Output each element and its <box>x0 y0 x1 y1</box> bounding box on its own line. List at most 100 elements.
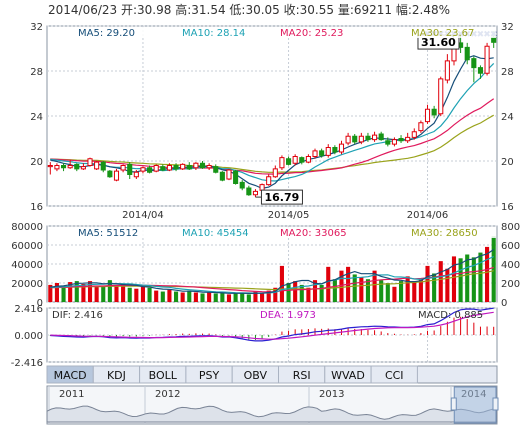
price-legend-ma30: MA30: 23.67 <box>411 28 474 39</box>
navigator-year-label: 2011 <box>59 389 84 400</box>
volume-bar <box>180 292 185 302</box>
candle-body <box>464 46 470 61</box>
volume-bar <box>101 286 106 302</box>
candle-body <box>147 167 153 173</box>
volume-axis-right-tick: 40000 <box>501 260 520 271</box>
navigator-area <box>46 405 498 423</box>
indicator-tab-label: RSI <box>293 369 311 382</box>
price-axis-left-tick: 20 <box>30 157 43 168</box>
volume-axis-left-tick: 40000 <box>11 260 43 271</box>
candle-body <box>312 150 318 157</box>
price-axis-right-tick: 28 <box>501 67 514 78</box>
indicator-tab-rsi[interactable]: RSI <box>278 365 326 384</box>
volume-bar <box>207 292 212 302</box>
volume-bar <box>134 288 139 302</box>
candle-body <box>279 157 285 169</box>
price-legend-ma20: MA20: 25.23 <box>280 28 343 39</box>
candle-body <box>431 108 437 116</box>
volume-bar <box>213 293 218 302</box>
candle-body <box>233 170 239 184</box>
volume-bar <box>193 292 198 302</box>
volume-bar <box>398 281 404 302</box>
price-ma20-line <box>50 98 495 175</box>
candle-body <box>444 60 450 81</box>
volume-bar <box>326 266 331 302</box>
candle-body <box>477 67 484 74</box>
indicator-tab-psy[interactable]: PSY <box>185 365 233 384</box>
navigator-left-handle[interactable] <box>450 397 457 411</box>
volume-bar <box>471 257 476 302</box>
navigator-year-label: 2013 <box>319 389 344 400</box>
volume-bar <box>233 293 238 302</box>
indicator-tab-cci[interactable]: CCI <box>370 365 418 384</box>
indicator-tab-kdj[interactable]: KDJ <box>92 365 141 384</box>
candle-body <box>305 156 311 163</box>
volume-axis-left-tick: 80000 <box>11 222 43 233</box>
price-legend-band <box>48 27 496 38</box>
volume-bar <box>61 285 66 302</box>
volume-bar <box>187 290 192 302</box>
volume-bar <box>220 292 225 302</box>
volume-bar <box>160 291 165 302</box>
volume-bar <box>359 277 364 302</box>
volume-bar <box>299 284 304 302</box>
volume-bar <box>312 280 318 302</box>
candle-body <box>47 165 53 168</box>
candle-body <box>272 168 278 178</box>
low-annotation: 16.79 <box>264 191 299 204</box>
candle-body <box>54 165 60 170</box>
candle-body <box>239 181 245 189</box>
candle-body <box>352 135 358 143</box>
candle-body <box>266 176 272 186</box>
volume-bar <box>465 254 470 302</box>
navigator-right-handle[interactable] <box>492 397 499 411</box>
volume-bar <box>478 252 483 302</box>
indicator-tab-boll[interactable]: BOLL <box>139 365 187 384</box>
candle-body <box>153 165 159 172</box>
volume-axis-left-tick: 20000 <box>11 279 43 290</box>
macd-axis-tick: -2.416 <box>11 358 43 369</box>
volume-bar <box>200 293 205 302</box>
volume-bar <box>432 273 437 302</box>
volume-bar <box>445 268 450 302</box>
indicator-tab-macd[interactable]: MACD <box>46 365 94 384</box>
volume-bar <box>405 276 410 302</box>
volume-bar <box>485 246 490 302</box>
candle-body <box>113 170 120 181</box>
navigator-selection[interactable] <box>453 386 497 424</box>
candle-body <box>345 135 351 144</box>
price-axis-left-tick: 24 <box>30 112 43 123</box>
candle-body <box>219 171 225 181</box>
candle-body <box>372 134 378 141</box>
indicator-tab-obv[interactable]: OBV <box>231 365 279 384</box>
candle-body <box>378 133 384 141</box>
volume-bar <box>107 280 112 302</box>
date-axis-label: 2014/05 <box>268 210 310 221</box>
candle-body <box>166 165 172 171</box>
macd-value-label: MACD: 0.885 <box>418 310 483 321</box>
candle-body <box>87 158 93 166</box>
candle-body <box>438 78 444 115</box>
candle-body <box>94 161 100 170</box>
candle-body <box>100 161 106 171</box>
volume-ma5-line <box>50 249 495 295</box>
volume-bar <box>379 280 384 302</box>
volume-bar <box>48 284 53 302</box>
candle-body <box>193 162 199 169</box>
volume-axis-left-tick: 60000 <box>11 241 43 252</box>
candle-body <box>213 166 219 173</box>
volume-bar <box>273 287 278 302</box>
volume-bar <box>365 279 371 302</box>
volume-legend-band <box>48 227 496 238</box>
volume-bar <box>418 278 423 302</box>
indicator-tab-wvad[interactable]: WVAD <box>324 365 372 384</box>
volume-bar <box>266 290 271 302</box>
volume-bar <box>173 291 179 302</box>
volume-bar <box>260 293 265 302</box>
volume-bar <box>253 291 258 302</box>
price-axis-right-tick: 20 <box>501 157 514 168</box>
navigator-selection-rect <box>453 386 497 424</box>
date-axis-label: 2014/04 <box>122 210 164 221</box>
volume-bar <box>147 287 152 302</box>
